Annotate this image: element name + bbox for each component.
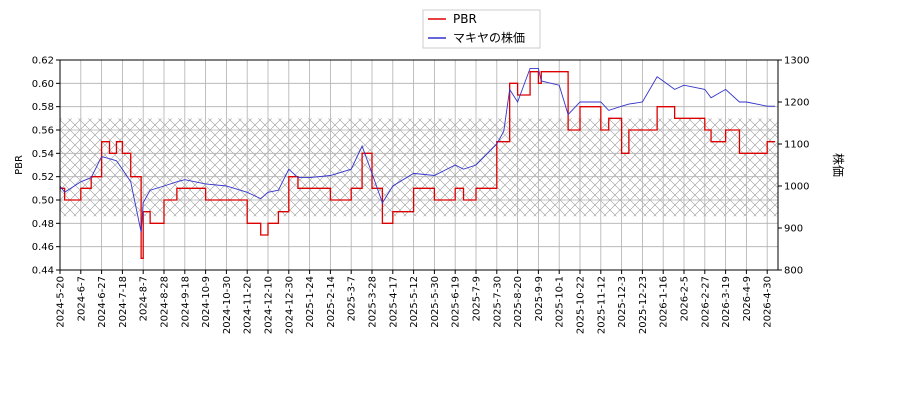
y2-tick-label: 900 bbox=[784, 224, 803, 235]
x-tick-label: 2024-5-20 bbox=[56, 276, 67, 328]
x-tick-label: 2025-1-24 bbox=[305, 276, 316, 328]
legend-label: マキヤの株価 bbox=[453, 30, 525, 45]
x-tick-label: 2026-1-16 bbox=[659, 276, 670, 328]
x-tick-label: 2024-8-7 bbox=[139, 276, 150, 321]
y-tick-label: 0.44 bbox=[32, 266, 54, 277]
x-tick-label: 2024-7-18 bbox=[118, 276, 129, 328]
x-tick-label: 2025-3-7 bbox=[347, 276, 358, 321]
y2-tick-label: 1100 bbox=[784, 140, 809, 151]
x-tick-label: 2025-12-23 bbox=[638, 276, 649, 334]
y2-tick-label: 1300 bbox=[784, 56, 809, 67]
legend: PBR マキヤの株価 bbox=[422, 9, 541, 49]
y-tick-label: 0.46 bbox=[32, 242, 54, 253]
x-tick-label: 2024-6-7 bbox=[76, 276, 87, 321]
x-tick-label: 2025-2-14 bbox=[326, 276, 337, 328]
x-tick-label: 2025-6-19 bbox=[451, 276, 462, 328]
x-tick-label: 2026-2-5 bbox=[680, 276, 691, 321]
x-tick-label: 2026-2-27 bbox=[700, 276, 711, 328]
x-tick-label: 2025-5-30 bbox=[430, 276, 441, 328]
x-tick-label: 2025-10-22 bbox=[576, 276, 587, 334]
x-tick-label: 2025-7-30 bbox=[492, 276, 503, 328]
y2-tick-label: 1200 bbox=[784, 98, 809, 109]
x-tick-label: 2026-4-9 bbox=[742, 276, 753, 321]
legend-label: PBR bbox=[453, 12, 477, 26]
x-tick-label: 2024-10-30 bbox=[222, 276, 233, 334]
y2-axis-label: 株価 bbox=[831, 153, 846, 177]
x-tick-label: 2025-3-28 bbox=[368, 276, 379, 328]
legend-box bbox=[422, 9, 541, 49]
shaded-range bbox=[60, 118, 778, 217]
y-tick-label: 0.58 bbox=[32, 102, 54, 113]
x-tick-label: 2025-4-17 bbox=[388, 276, 399, 328]
x-tick-label: 2024-10-9 bbox=[201, 276, 212, 328]
x-tick-label: 2026-3-19 bbox=[721, 276, 732, 328]
y-tick-label: 0.62 bbox=[32, 56, 54, 67]
series-line bbox=[59, 67, 776, 233]
x-tick-label: 2025-5-12 bbox=[409, 276, 420, 328]
y-tick-label: 0.56 bbox=[32, 126, 54, 137]
x-tick-label: 2025-10-1 bbox=[555, 276, 566, 328]
x-tick-label: 2025-7-9 bbox=[472, 276, 483, 321]
x-tick-label: 2024-11-20 bbox=[243, 276, 254, 334]
y-tick-label: 0.54 bbox=[32, 149, 54, 160]
x-tick-label: 2024-12-10 bbox=[264, 276, 275, 334]
x-tick-label: 2025-8-20 bbox=[513, 276, 524, 328]
x-tick-label: 2024-8-28 bbox=[160, 276, 171, 328]
y-axis-label: PBR bbox=[14, 155, 25, 175]
y2-tick-label: 800 bbox=[784, 266, 803, 277]
series-line bbox=[60, 71, 776, 259]
y-tick-label: 0.48 bbox=[32, 219, 54, 230]
plot-frame bbox=[59, 59, 779, 271]
x-tick-label: 2025-12-3 bbox=[617, 276, 628, 328]
y-tick-label: 0.52 bbox=[32, 172, 54, 183]
x-tick-label: 2026-4-30 bbox=[763, 276, 774, 328]
y2-tick-label: 1000 bbox=[784, 182, 809, 193]
x-tick-label: 2024-12-30 bbox=[284, 276, 295, 334]
x-tick-label: 2024-9-18 bbox=[180, 276, 191, 328]
y-tick-label: 0.50 bbox=[32, 196, 54, 207]
x-tick-label: 2025-9-9 bbox=[534, 276, 545, 321]
x-tick-label: 2025-11-12 bbox=[596, 276, 607, 334]
x-tick-label: 2024-6-27 bbox=[97, 276, 108, 328]
y-tick-label: 0.60 bbox=[32, 79, 54, 90]
